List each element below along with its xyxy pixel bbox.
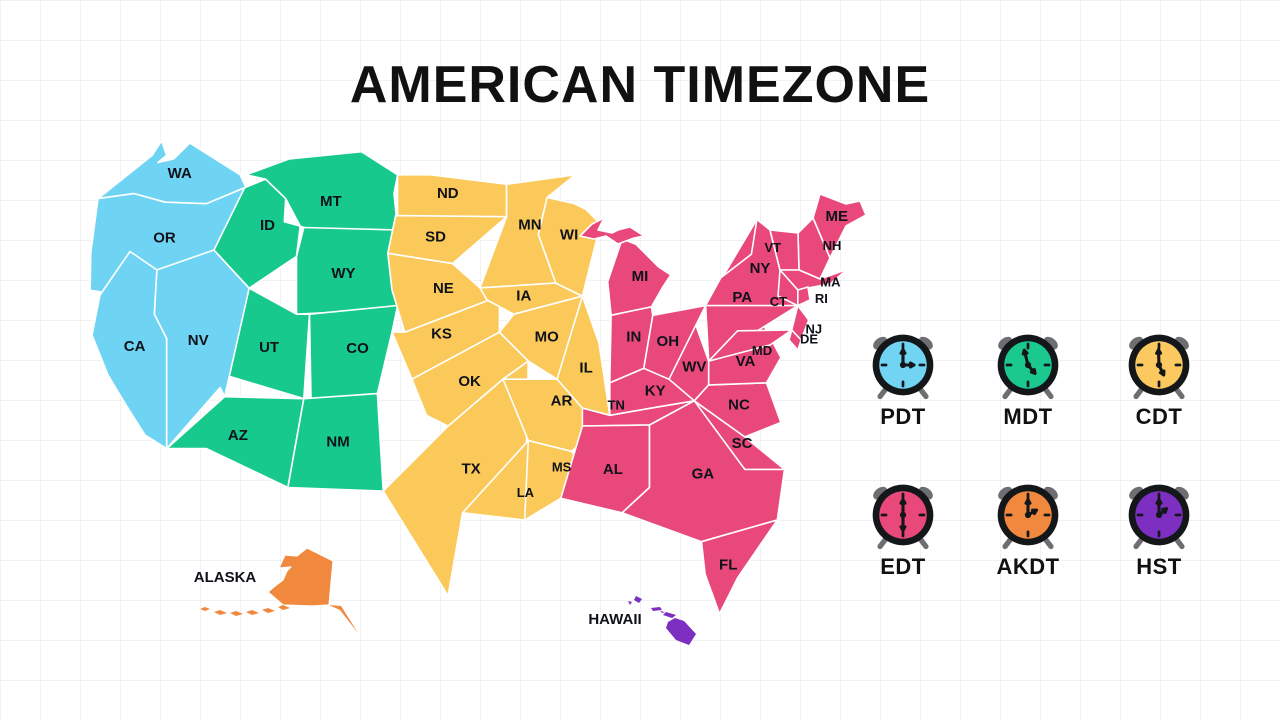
svg-text:TX: TX [462, 460, 481, 477]
svg-text:MT: MT [320, 193, 342, 210]
svg-text:NM: NM [326, 434, 349, 451]
svg-text:AZ: AZ [228, 427, 248, 444]
svg-text:MD: MD [752, 343, 772, 358]
svg-text:NV: NV [188, 332, 209, 349]
svg-text:WY: WY [331, 265, 355, 282]
svg-text:VT: VT [764, 240, 781, 255]
svg-text:CT: CT [770, 294, 787, 309]
svg-text:ALASKA: ALASKA [194, 569, 257, 586]
svg-text:TN: TN [608, 397, 625, 412]
svg-text:MN: MN [518, 216, 541, 233]
svg-text:ND: ND [437, 185, 459, 202]
svg-text:WV: WV [682, 358, 706, 375]
svg-text:KS: KS [431, 325, 452, 342]
svg-text:NY: NY [750, 260, 771, 277]
svg-text:OK: OK [458, 373, 481, 390]
svg-text:DE: DE [800, 331, 818, 346]
svg-text:SD: SD [425, 228, 446, 245]
svg-text:KY: KY [645, 382, 666, 399]
svg-text:NE: NE [433, 280, 454, 297]
svg-text:MI: MI [632, 268, 649, 285]
svg-text:OH: OH [657, 333, 680, 350]
svg-text:ID: ID [260, 217, 275, 234]
svg-text:UT: UT [259, 339, 279, 356]
svg-text:CO: CO [346, 340, 369, 357]
svg-text:MS: MS [552, 459, 572, 474]
svg-text:MA: MA [820, 274, 841, 289]
svg-text:LA: LA [517, 485, 535, 500]
svg-text:AR: AR [551, 392, 573, 409]
svg-text:IA: IA [516, 287, 531, 304]
svg-text:IL: IL [579, 359, 592, 376]
svg-text:IN: IN [626, 329, 641, 346]
svg-text:NC: NC [728, 397, 750, 414]
svg-text:HAWAII: HAWAII [588, 611, 641, 628]
svg-text:FL: FL [719, 556, 737, 573]
svg-text:ME: ME [826, 208, 849, 225]
svg-text:GA: GA [692, 465, 715, 482]
svg-text:OR: OR [153, 229, 176, 246]
svg-text:SC: SC [732, 435, 753, 452]
svg-text:AL: AL [603, 461, 623, 478]
svg-text:NH: NH [823, 238, 842, 253]
svg-text:PA: PA [732, 289, 752, 306]
svg-text:WI: WI [560, 226, 578, 243]
svg-text:MO: MO [535, 329, 559, 346]
svg-text:RI: RI [815, 291, 828, 306]
svg-text:CA: CA [124, 338, 146, 355]
svg-text:WA: WA [168, 165, 192, 182]
